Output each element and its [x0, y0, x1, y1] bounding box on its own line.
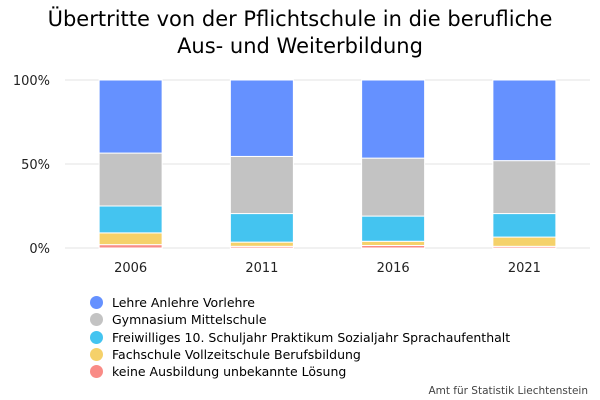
bar-segment: [492, 79, 557, 162]
bar-segment: [361, 157, 426, 217]
legend-label: keine Ausbildung unbekannte Lösung: [112, 364, 347, 380]
bar-segment: [492, 160, 557, 215]
bar-segment: [229, 155, 294, 215]
bar-segment: [98, 205, 163, 234]
legend-item: keine Ausbildung unbekannte Lösung: [90, 363, 510, 380]
legend-swatch: [90, 348, 103, 362]
legend-swatch: [90, 296, 103, 310]
chart-title-line-2: Aus- und Weiterbildung: [177, 34, 423, 58]
chart-title: Übertritte von der Pflichtschule in die …: [0, 6, 600, 60]
x-tick-label: 2021: [508, 261, 541, 276]
bar-segment: [361, 240, 426, 246]
legend-label: Fachschule Vollzeitschule Berufsbildung: [112, 347, 361, 363]
x-tick-label: 2011: [245, 261, 278, 276]
bar-segment: [361, 79, 426, 159]
x-tick-label: 2006: [114, 261, 147, 276]
x-tick-label: 2016: [377, 261, 410, 276]
legend-swatch: [90, 365, 103, 379]
legend-item: Gymnasium Mittelschule: [90, 311, 510, 328]
y-tick-label: 100%: [13, 74, 50, 89]
chart-legend: Lehre Anlehre Vorlehre Gymnasium Mittelsc…: [90, 294, 510, 380]
bar-segment: [492, 236, 557, 247]
y-tick-label: 0%: [29, 242, 50, 257]
bar-segment: [98, 244, 163, 249]
bar-segment: [229, 79, 294, 157]
bar-segment: [361, 215, 426, 242]
legend-label: Lehre Anlehre Vorlehre: [112, 295, 255, 311]
stacked-bar-chart: 0% 50% 100% 2006 2011 2016 2021: [13, 74, 590, 276]
legend-swatch: [90, 313, 103, 327]
legend-swatch: [90, 330, 103, 344]
bar-segment: [229, 213, 294, 243]
bar-segment: [492, 213, 557, 238]
bar-segment: [98, 79, 163, 154]
legend-item: Lehre Anlehre Vorlehre: [90, 294, 510, 311]
legend-label: Freiwilliges 10. Schuljahr Praktikum Soz…: [112, 329, 511, 345]
bar-segment: [98, 152, 163, 207]
y-tick-label: 50%: [21, 158, 50, 173]
legend-item: Freiwilliges 10. Schuljahr Praktikum Soz…: [90, 329, 510, 346]
chart-title-line-1: Übertritte von der Pflichtschule in die …: [47, 7, 553, 31]
source-note: Amt für Statistik Liechtenstein: [428, 385, 588, 397]
legend-label: Gymnasium Mittelschule: [112, 312, 267, 328]
bar-segment: [98, 232, 163, 246]
legend-item: Fachschule Vollzeitschule Berufsbildung: [90, 346, 510, 363]
bar-segment: [229, 241, 294, 247]
